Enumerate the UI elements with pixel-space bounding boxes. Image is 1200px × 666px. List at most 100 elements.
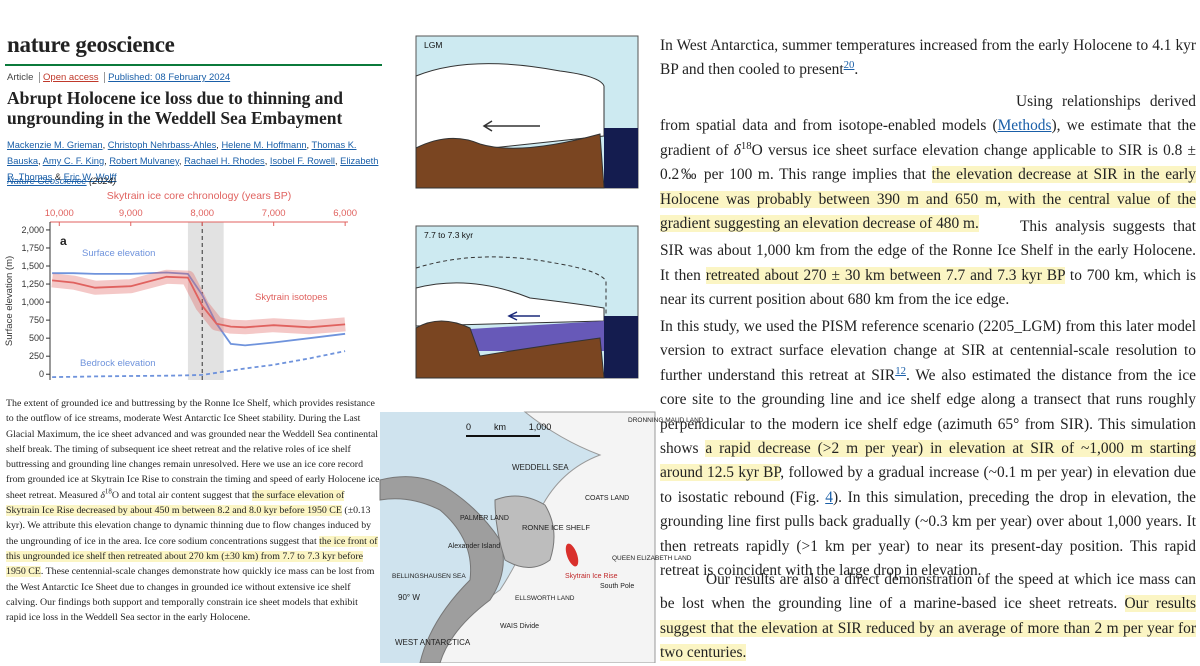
x-tick-label: 7,000 — [262, 208, 286, 219]
link-run[interactable]: Elizabeth R. Thomas — [7, 156, 379, 182]
ref-run[interactable]: 12 — [895, 364, 906, 377]
text-run: & — [52, 172, 64, 182]
link-run[interactable]: Eric W. Wolff — [63, 172, 117, 182]
y-tick-label: 1,500 — [21, 261, 44, 271]
map-label: ELLSWORTH LAND — [515, 595, 575, 602]
flow-arrow — [507, 311, 540, 321]
flow-arrow — [482, 120, 540, 132]
text-run: O and total air content suggest that — [111, 489, 252, 501]
map-label: RONNE ICE SHELF — [522, 523, 590, 532]
text-run: Our results are also a direct demonstrat… — [660, 571, 1196, 613]
map-label: PALMER LAND — [460, 515, 509, 522]
journal-rule — [5, 64, 382, 66]
map-label: Alexander Island — [448, 543, 500, 550]
panel-label: a — [60, 234, 67, 248]
series-line — [52, 271, 346, 347]
paragraph: In this study, we used the PISM referenc… — [660, 315, 1196, 583]
y-tick-label: 500 — [29, 333, 44, 343]
scale-label: km — [494, 422, 506, 432]
text-run: ), we estimate that the gradient of — [660, 117, 1196, 159]
ocean — [604, 316, 638, 378]
link-run[interactable]: 4 — [825, 488, 833, 506]
text-run: This analysis suggests that SIR was abou… — [660, 218, 1196, 284]
article-type: Article — [7, 72, 34, 83]
y-tick-label: 0 — [39, 369, 44, 379]
text-run: In this study, we used the PISM referenc… — [660, 318, 1196, 384]
text-run: O versus ice sheet surface elevation cha… — [660, 141, 1196, 184]
text-run: , followed by a gradual increase (~0.1 m… — [660, 464, 1196, 506]
link-run[interactable]: Amy C. F. King — [42, 156, 105, 166]
article-title: Abrupt Holocene ice loss due to thinning… — [7, 88, 343, 128]
link-run[interactable]: Mackenzie M. Grieman — [7, 140, 103, 150]
link-run[interactable]: Methods — [997, 117, 1052, 135]
map-label: COATS LAND — [585, 495, 629, 502]
map-label: Skytrain Ice Rise — [565, 573, 618, 580]
map-label: QUEEN ELIZABETH LAND — [612, 555, 692, 562]
text-run: (±0.13 kyr). We attribute this elevation… — [6, 505, 372, 547]
former-ice — [415, 256, 607, 322]
map-label: WEDDELL SEA — [512, 463, 569, 472]
diagram: LGM — [415, 35, 639, 189]
link-run[interactable]: Robert Mulvaney — [109, 156, 179, 166]
text-run: , — [38, 156, 43, 166]
author-list: Mackenzie M. Grieman, Christoph Nehrbass… — [7, 137, 379, 185]
text-run: , — [306, 140, 312, 150]
text-run: . — [854, 61, 859, 79]
sup-run: 18 — [740, 139, 752, 152]
text-run: In West Antarctica, summer temperatures … — [660, 37, 1196, 79]
y-tick-label: 2,000 — [21, 225, 44, 235]
italic-run: δ — [733, 141, 741, 159]
map-label: BELLINGSHAUSEN SEA — [392, 573, 466, 580]
series-line — [52, 350, 346, 378]
highlight-run: retreated about 270 ± 30 km between 7.7 … — [705, 266, 1066, 284]
text-run: , — [335, 156, 341, 166]
y-tick-label: 1,750 — [21, 243, 44, 253]
map-ice-shelf — [494, 495, 555, 568]
scale-label: 1,000 — [529, 422, 552, 432]
link-run[interactable]: Rachael H. Rhodes — [184, 156, 265, 166]
paragraph: In West Antarctica, summer temperatures … — [660, 34, 1196, 83]
text-run: , — [102, 140, 108, 150]
y-tick-label: 250 — [29, 351, 44, 361]
y-tick-label: 1,000 — [21, 297, 44, 307]
map-label: DRONNING MAUD LAND — [628, 417, 704, 424]
diagram-label: 7.7 to 7.3 kyr — [424, 230, 473, 240]
map-label: 90° W — [398, 593, 420, 602]
text-run: The extent of grounded ice and buttressi… — [6, 398, 380, 501]
link-run[interactable]: Nature Geoscience — [7, 176, 87, 186]
paragraph: Using relationships derived from spatial… — [660, 90, 1197, 236]
abstract: The extent of grounded ice and buttressi… — [6, 396, 380, 625]
x-tick-label: 10,000 — [45, 208, 74, 219]
open-access[interactable]: Open access — [43, 72, 99, 83]
text-run: Using relationships derived from spatial… — [660, 93, 1196, 135]
x-axis-title: Skytrain ice core chronology (years BP) — [107, 190, 291, 202]
ice-sheet — [415, 282, 605, 327]
bedrock — [415, 133, 605, 189]
text-run: (2024) — [86, 176, 117, 186]
link-run[interactable]: Thomas K. Bauska — [7, 140, 357, 166]
map-label: WEST ANTARCTICA — [395, 638, 471, 647]
ref-run[interactable]: 20 — [843, 59, 855, 72]
link-run[interactable]: Christoph Nehrbass-Ahles — [107, 140, 217, 150]
y-tick-label: 1,250 — [21, 279, 44, 289]
series-label: Bedrock elevation — [80, 358, 156, 369]
ice-sheet — [415, 63, 605, 157]
series-label: Skytrain isotopes — [255, 292, 328, 303]
ocean — [604, 128, 638, 188]
bedrock — [415, 320, 605, 379]
link-run[interactable]: Isobel F. Rowell — [269, 156, 335, 166]
map-label: South Pole — [600, 583, 634, 590]
series-label: Surface elevation — [82, 248, 155, 259]
citation: Nature Geoscience (2024) — [7, 176, 116, 186]
scale-label: 0 — [466, 422, 471, 432]
text-run: , — [178, 156, 185, 166]
link-run[interactable]: Helene M. Hoffmann — [221, 140, 307, 150]
journal-name: nature geoscience — [7, 32, 175, 57]
series-line — [52, 275, 346, 329]
published-date[interactable]: Published: 08 February 2024 — [108, 72, 231, 83]
y-tick-label: 750 — [29, 315, 44, 325]
text-run: . We also estimated the distance from th… — [660, 366, 1196, 458]
paragraph: This analysis suggests that SIR was abou… — [660, 215, 1196, 313]
